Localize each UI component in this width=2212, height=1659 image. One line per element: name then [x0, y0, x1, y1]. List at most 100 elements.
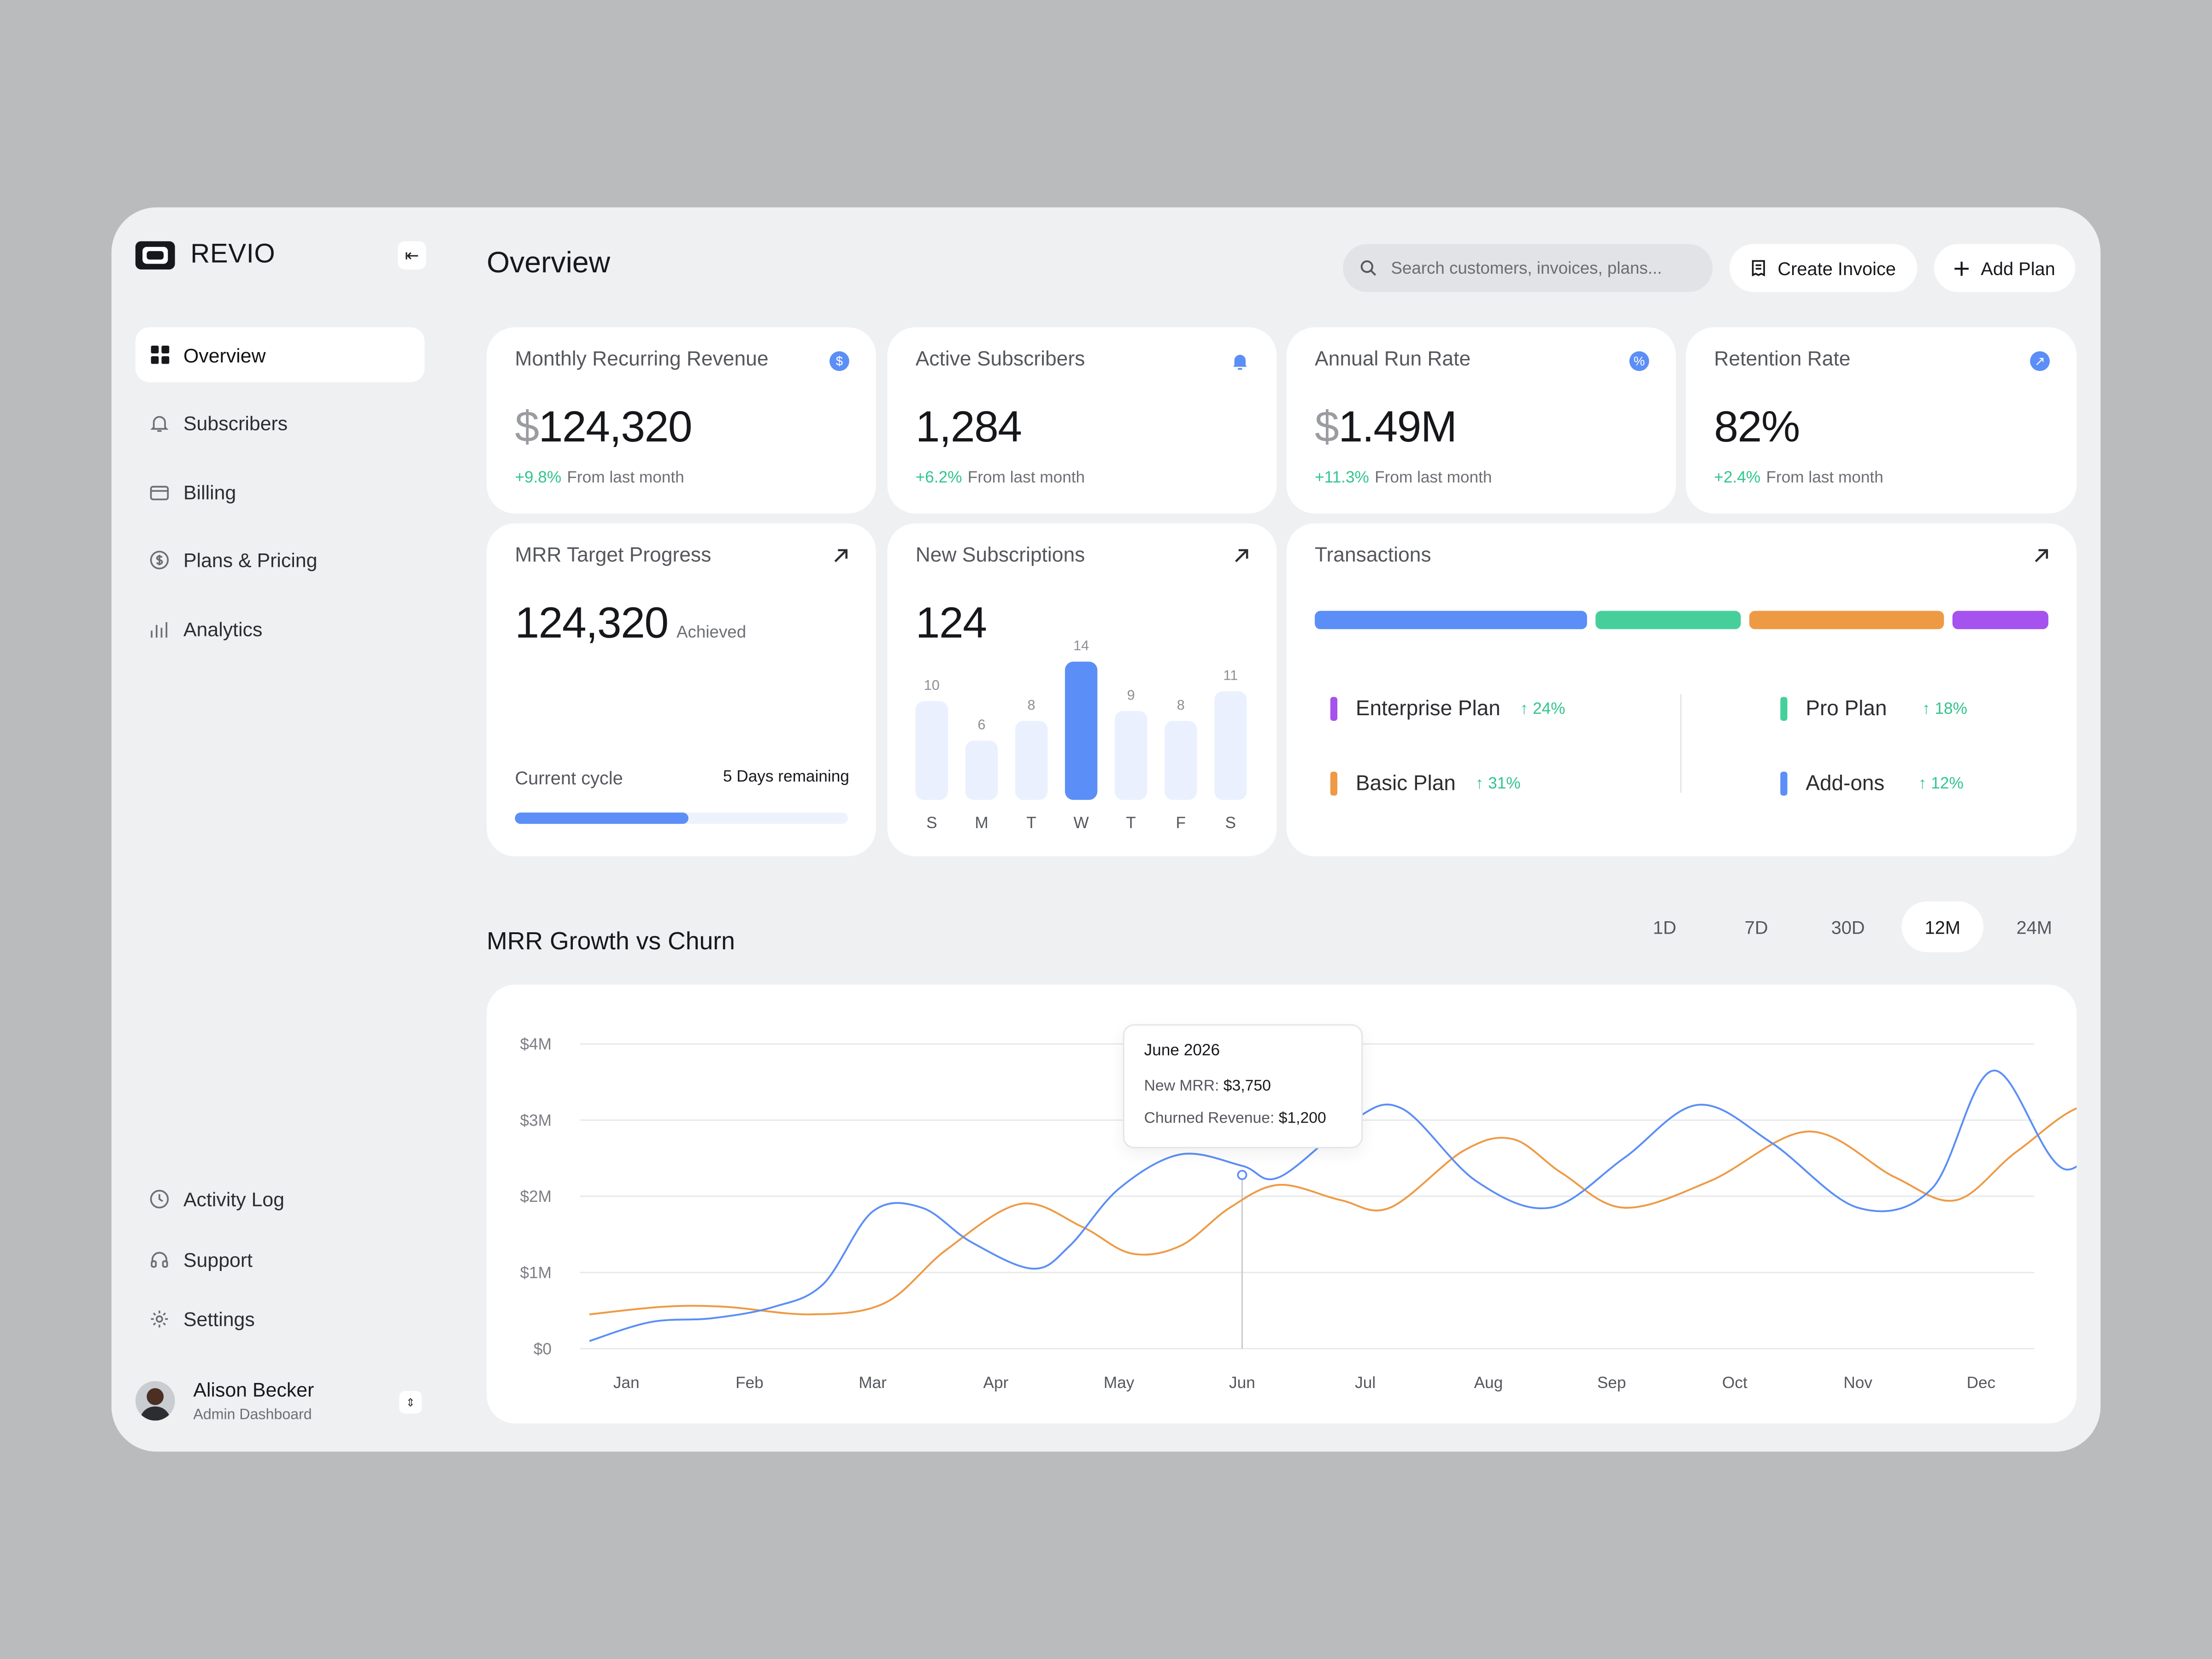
- arrow-up-right-icon[interactable]: [1231, 546, 1251, 566]
- stat-number: 1.49M: [1338, 402, 1457, 452]
- arrow-up-right-icon[interactable]: [2031, 546, 2051, 566]
- transactions-card[interactable]: Transactions Enterprise Plan ↑ 24% Pro P…: [1286, 523, 2077, 857]
- stat-title: Monthly Recurring Revenue: [515, 348, 769, 371]
- bell-icon: [149, 413, 169, 433]
- sidebar-item-analytics[interactable]: Analytics: [135, 601, 425, 656]
- stat-card-mrr[interactable]: Monthly Recurring Revenue $ $124,320 +9.…: [487, 327, 877, 514]
- stat-card-arr[interactable]: Annual Run Rate % $1.49M +11.3% From last…: [1286, 327, 1676, 514]
- sidebar-item-settings[interactable]: Settings: [135, 1295, 425, 1343]
- tx-pct: ↑ 12%: [1918, 775, 1964, 792]
- stat-card-retention[interactable]: Retention Rate ↗ 82% +2.4% From last mont…: [1686, 327, 2077, 514]
- tab-1d[interactable]: 1D: [1653, 916, 1677, 938]
- subscription-bar[interactable]: [965, 741, 998, 800]
- tx-label: Pro Plan: [1806, 697, 1887, 721]
- tooltip-churn-label: Churned Revenue:: [1144, 1110, 1275, 1127]
- dollar-icon: [149, 550, 169, 570]
- subscription-bar[interactable]: [1015, 721, 1048, 800]
- subscription-bar[interactable]: [1165, 721, 1197, 800]
- stat-card-subscribers[interactable]: Active Subscribers 1,284 +6.2% From last …: [887, 327, 1277, 514]
- y-tick-label: $1M: [520, 1264, 551, 1282]
- section-title: MRR Growth vs Churn: [487, 927, 735, 955]
- sidebar-item-plans-pricing[interactable]: Plans & Pricing: [135, 533, 425, 588]
- headset-icon: [149, 1249, 169, 1269]
- tx-pct: ↑ 31%: [1475, 775, 1521, 792]
- sidebar-item-overview[interactable]: Overview: [135, 327, 425, 382]
- tooltip-churn-value: $1,200: [1278, 1110, 1326, 1127]
- add-plan-label: Add Plan: [1981, 257, 2055, 279]
- x-tick-label: Aug: [1474, 1374, 1503, 1392]
- sidebar-item-label: Settings: [183, 1307, 255, 1330]
- add-plan-button[interactable]: Add Plan: [1934, 244, 2076, 292]
- user-profile[interactable]: Alison Becker Admin Dashboard ⇕: [135, 1378, 425, 1429]
- gear-icon: [149, 1309, 169, 1329]
- stat-number: 124,320: [538, 402, 693, 452]
- range-tabs: 1D 7D 30D 12M 24M: [1624, 901, 2078, 953]
- series-line-new-mrr: [589, 1070, 2077, 1342]
- subscription-bar[interactable]: [1065, 661, 1098, 800]
- day-label: T: [1126, 814, 1136, 832]
- stat-value: $1.49M: [1315, 402, 1457, 453]
- collapse-icon: ⇤: [405, 245, 419, 265]
- y-tick-label: $4M: [520, 1035, 551, 1053]
- sidebar-item-subscribers[interactable]: Subscribers: [135, 396, 425, 451]
- bar-value-label: 10: [924, 677, 940, 693]
- tx-item-enterprise: Enterprise Plan ↑ 24%: [1330, 697, 1565, 721]
- subscription-bar[interactable]: [915, 701, 948, 800]
- tab-12m[interactable]: 12M: [1901, 901, 1984, 953]
- x-tick-label: Feb: [735, 1374, 764, 1392]
- bell-icon: [1230, 351, 1250, 371]
- sidebar-item-billing[interactable]: Billing: [135, 464, 425, 519]
- mrr-target-card[interactable]: MRR Target Progress 124,320 Achieved Curr…: [487, 523, 877, 857]
- tx-label: Enterprise Plan: [1355, 697, 1500, 721]
- legend-swatch: [1780, 697, 1788, 721]
- growth-line-chart[interactable]: $0 $1M $2M $3M $4M Jan Feb Mar Apr May Jun Jul Aug Se…: [487, 985, 2077, 1424]
- stat-change-pct: +2.4%: [1714, 470, 1761, 487]
- tab-30d[interactable]: 30D: [1831, 916, 1865, 938]
- new-subscriptions-card[interactable]: New Subscriptions 124 10 S 6 M 8 T 14 W 9 T 8 F 11 S: [887, 523, 1277, 857]
- brand-name: REVIO: [190, 240, 276, 270]
- tab-7d[interactable]: 7D: [1744, 916, 1768, 938]
- y-tick-label: $3M: [520, 1112, 551, 1130]
- tooltip-churn: Churned Revenue: $1,200: [1144, 1110, 1326, 1127]
- transactions-stacked-bar: [1315, 611, 2048, 629]
- card-icon: [149, 482, 169, 501]
- x-tick-label: Jul: [1355, 1374, 1376, 1392]
- user-menu-toggle[interactable]: ⇕: [399, 1391, 422, 1414]
- logo[interactable]: REVIO: [134, 238, 276, 272]
- x-tick-label: Dec: [1967, 1374, 1996, 1392]
- collapse-sidebar-button[interactable]: ⇤: [398, 241, 426, 270]
- invoice-icon: [1752, 260, 1765, 276]
- tx-label: Basic Plan: [1355, 771, 1456, 796]
- tooltip-new-mrr: New MRR: $3,750: [1144, 1078, 1271, 1095]
- y-tick-label: $0: [534, 1340, 552, 1358]
- cycle-label: Current cycle: [515, 767, 623, 789]
- tab-24m[interactable]: 24M: [2016, 916, 2052, 938]
- day-label: S: [1225, 814, 1236, 832]
- stat-title: Active Subscribers: [915, 348, 1085, 371]
- search-icon: [1360, 260, 1377, 276]
- search-input[interactable]: [1388, 257, 1690, 280]
- subscription-bar[interactable]: [1114, 711, 1147, 800]
- stat-change-pct: +6.2%: [915, 470, 962, 487]
- bar-value-label: 8: [1028, 697, 1035, 713]
- sidebar-item-activity-log[interactable]: Activity Log: [135, 1175, 425, 1223]
- percent-icon: %: [1629, 351, 1649, 371]
- sidebar-item-support[interactable]: Support: [135, 1235, 425, 1283]
- plus-icon: [1954, 261, 1969, 275]
- chevron-up-down-icon: ⇕: [406, 1396, 416, 1409]
- sidebar-nav: Overview Subscribers Billing Plans & Pri…: [135, 327, 425, 669]
- tx-pct-value: 24%: [1533, 700, 1565, 718]
- bars-icon: [149, 618, 169, 638]
- create-invoice-button[interactable]: Create Invoice: [1730, 244, 1918, 292]
- stat-change-note: From last month: [967, 470, 1085, 487]
- arrow-up-right-icon[interactable]: [831, 546, 851, 566]
- currency-symbol: $: [515, 402, 539, 452]
- logo-mark-icon: [135, 241, 175, 270]
- search-bar[interactable]: [1343, 244, 1713, 292]
- currency-symbol: $: [1315, 402, 1339, 452]
- stat-change: +11.3% From last month: [1315, 470, 1492, 487]
- bar-value-label: 8: [1177, 697, 1185, 713]
- subscription-bar[interactable]: [1214, 691, 1247, 800]
- tx-label: Add-ons: [1806, 771, 1885, 796]
- stat-value: 124: [915, 598, 987, 648]
